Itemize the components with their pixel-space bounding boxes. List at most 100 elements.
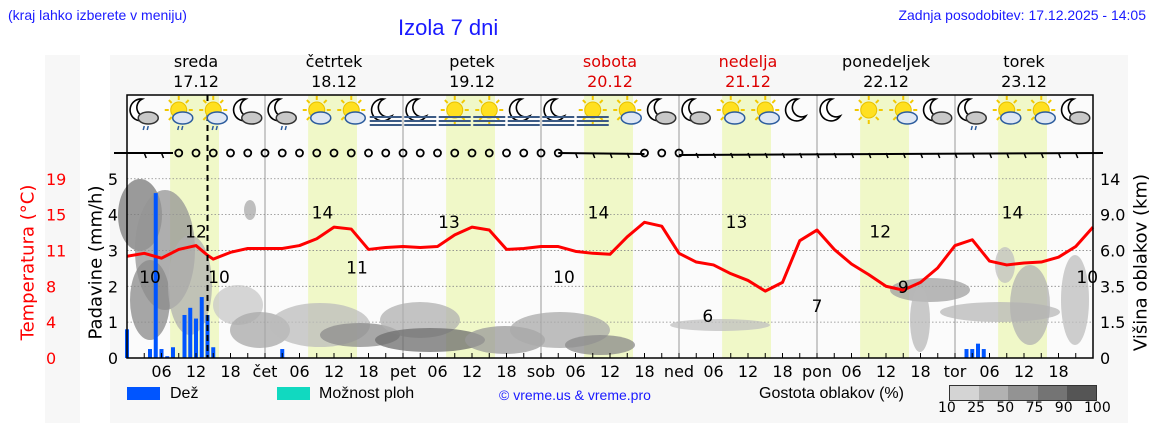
wind-barb-icon (902, 152, 906, 159)
day-label-sobota: sobota 20.12 (582, 52, 638, 91)
wind-calm-icon (484, 148, 494, 158)
temperature-label: 13 (438, 213, 460, 233)
wind-calm-icon (226, 148, 235, 158)
wind-calm-icon (191, 148, 201, 158)
moon-fog-icon (542, 98, 575, 126)
last-updated: Zadnja posodobitev: 17.12.2025 - 14:05 (898, 7, 1146, 23)
cloud-density-area (375, 328, 485, 352)
precip-bar (182, 314, 187, 358)
sun-cloud-icon (751, 96, 780, 125)
x-tick-label: 12 (462, 362, 482, 381)
temperature-line (126, 220, 1095, 293)
x-tick-label: sob (527, 362, 555, 381)
precip-bar (153, 193, 158, 358)
sun-cloud-icon (992, 96, 1022, 125)
day-label-nedelja: nedelja 21.12 (718, 52, 778, 91)
wind-barb-icon (1023, 152, 1027, 159)
moon-fog-icon (404, 98, 437, 126)
temperature-label: 10 (139, 268, 161, 288)
moon-cloud-icon (922, 98, 953, 125)
density-swatch (979, 386, 1009, 400)
wind-barb-icon (1006, 152, 1010, 159)
cloud-density-area (565, 335, 635, 355)
x-tick-label: tor (944, 362, 967, 381)
wind-barb-icon (730, 152, 734, 159)
wind-barb-icon (1075, 152, 1079, 159)
location-hint: (kraj lahko izberete v meniju) (8, 7, 187, 23)
wind-barb-icon (747, 152, 751, 159)
wind-barb-icon (799, 152, 803, 159)
precip-bar (981, 349, 986, 358)
storm-legend-label: Možnost ploh (319, 385, 415, 402)
cloud-density-area (244, 200, 256, 220)
wind-barb-icon (988, 152, 993, 159)
moon-cloud-icon (681, 98, 711, 125)
x-tick-label: 18 (772, 362, 792, 381)
sun-cloud-icon (302, 96, 332, 125)
cloud-density-area (910, 288, 930, 352)
wind-barb-icon (850, 152, 855, 159)
rain-legend-swatch (127, 387, 160, 400)
wind-barb-icon (160, 152, 165, 159)
temperature-tick: 11 (46, 241, 66, 260)
precip-tick: 0 (108, 349, 118, 368)
wind-barb-icon (937, 152, 941, 159)
wind-calm-icon (519, 148, 529, 158)
sun-cloud-rain-icon (164, 96, 194, 131)
temperature-label: 14 (1002, 203, 1024, 223)
sun-icon (854, 96, 883, 124)
temperature-label: 14 (312, 203, 334, 223)
precip-bar (211, 347, 216, 358)
temperature-label: 14 (588, 203, 610, 223)
temperature-tick: 4 (46, 313, 56, 332)
rain-legend-label: Dež (170, 385, 199, 402)
x-tick-label: 12 (324, 362, 344, 381)
precip-tick: 5 (108, 170, 118, 189)
moon-cloud-icon (1060, 98, 1091, 125)
precip-tick: 2 (108, 277, 118, 296)
moon-fog-icon (369, 98, 402, 126)
x-tick-label: 18 (220, 362, 240, 381)
day-label-torek: torek 23.12 (1001, 52, 1047, 91)
temperature-label: 10 (553, 268, 575, 288)
x-tick-label: 06 (703, 362, 723, 381)
wind-barb-icon (712, 152, 717, 159)
wind-calm-icon (381, 148, 391, 158)
precip-bar (964, 349, 969, 358)
temperature-label: 6 (702, 307, 713, 327)
left-axis-panel (45, 55, 80, 423)
wind-calm-icon (502, 148, 511, 158)
temperature-tick: 0 (46, 349, 56, 368)
cloud-density-area (130, 260, 170, 340)
day-label-ponedeljek: ponedeljek 22.12 (842, 52, 930, 91)
precip-bar (199, 297, 204, 358)
daylight-band (860, 95, 909, 358)
temperature-tick: 15 (46, 206, 66, 225)
wind-barb-icon (1057, 152, 1062, 159)
precip-tick: 4 (108, 206, 118, 225)
density-tick: 10 (938, 400, 956, 416)
density-tick: 25 (967, 400, 986, 416)
x-tick-label: 18 (910, 362, 930, 381)
wind-calm-icon (277, 148, 287, 158)
daylight-band (584, 95, 633, 358)
daylight-band (722, 95, 771, 358)
wind-calm-icon (364, 148, 373, 158)
copyright-link[interactable]: © vreme.us & vreme.pro (499, 387, 651, 403)
cloud-height-tick: 3.5 (1100, 277, 1125, 296)
moon-cloud-icon (232, 98, 263, 125)
wind-calm-icon (415, 148, 425, 158)
x-tick-label: 18 (358, 362, 378, 381)
wind-calm-icon (260, 148, 270, 158)
sun-cloud-icon (613, 96, 642, 125)
wind-barb-icon (695, 152, 699, 159)
density-tick: 50 (996, 400, 1015, 416)
precip-bar (976, 343, 980, 358)
wind-calm-icon (295, 148, 304, 158)
wind-barb-icon (919, 152, 924, 159)
temperature-label: 10 (208, 268, 230, 288)
wind-calm-icon (208, 148, 218, 158)
moon-cloud-rain-icon (129, 98, 159, 131)
temperature-tick: 19 (46, 170, 66, 189)
